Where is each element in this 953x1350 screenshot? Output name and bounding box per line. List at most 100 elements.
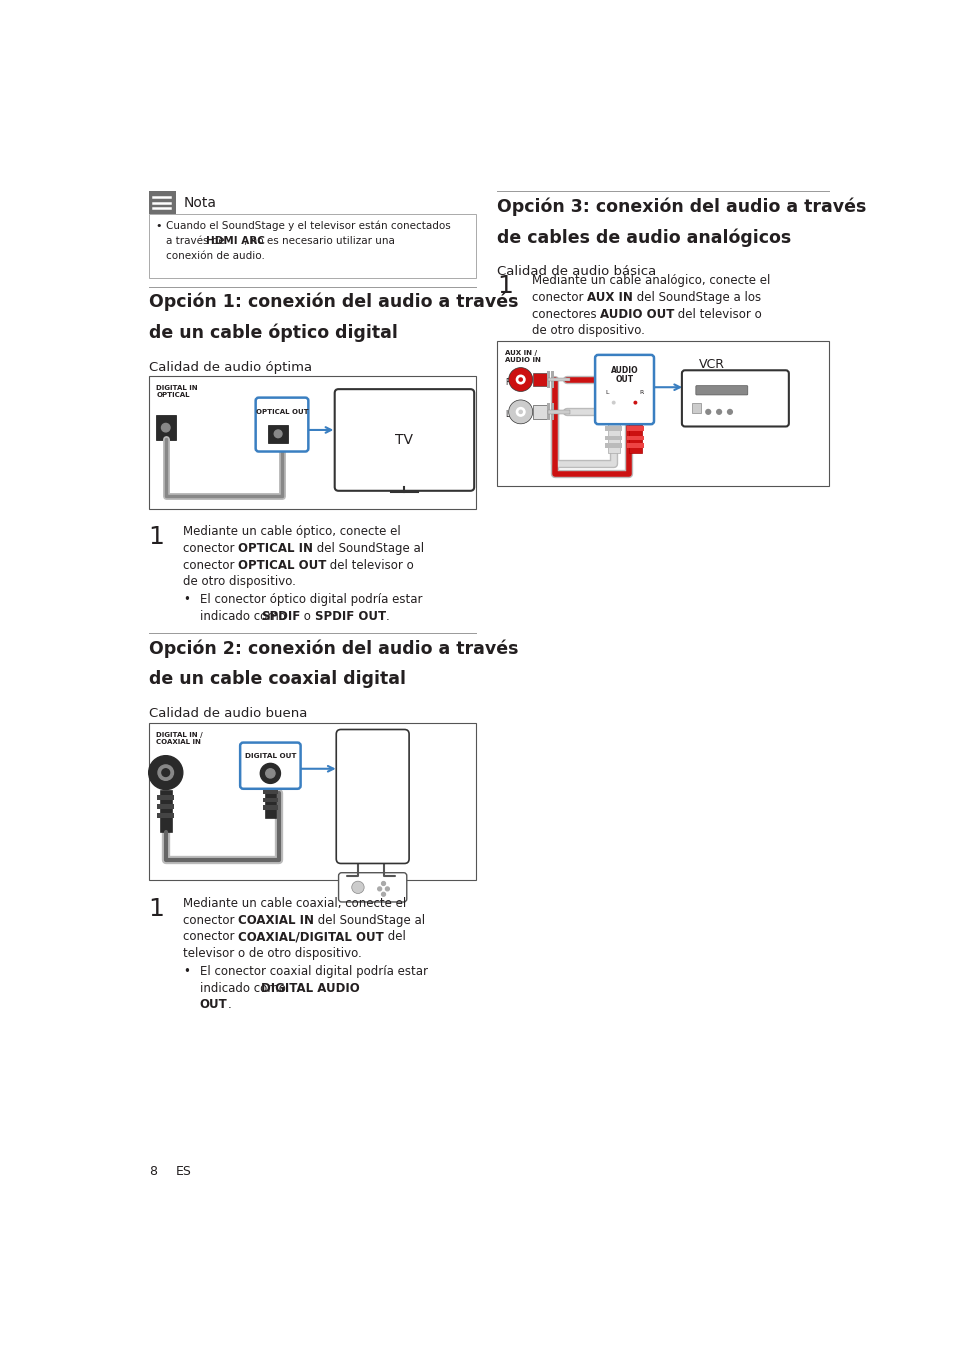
Circle shape — [149, 756, 183, 790]
Circle shape — [381, 892, 385, 896]
Text: del: del — [383, 930, 405, 944]
Circle shape — [266, 768, 274, 778]
Text: DIGITAL IN
OPTICAL: DIGITAL IN OPTICAL — [156, 385, 198, 398]
Text: de otro dispositivo.: de otro dispositivo. — [183, 575, 295, 589]
Text: 8: 8 — [149, 1165, 156, 1179]
Text: AUDIO OUT: AUDIO OUT — [599, 308, 674, 320]
Text: VCR: VCR — [699, 358, 724, 371]
FancyBboxPatch shape — [149, 722, 476, 880]
Text: Opción 1: conexión del audio a través: Opción 1: conexión del audio a través — [149, 293, 517, 312]
Text: de otro dispositivo.: de otro dispositivo. — [531, 324, 643, 338]
Circle shape — [517, 409, 522, 414]
FancyBboxPatch shape — [335, 729, 409, 864]
FancyBboxPatch shape — [335, 389, 474, 491]
Text: de cables de audio analógicos: de cables de audio analógicos — [497, 228, 791, 247]
FancyBboxPatch shape — [604, 436, 621, 440]
Text: TV: TV — [395, 433, 413, 447]
Text: conector: conector — [183, 930, 238, 944]
FancyBboxPatch shape — [546, 404, 549, 420]
Text: Opción 3: conexión del audio a través: Opción 3: conexión del audio a través — [497, 197, 866, 216]
Text: Calidad de audio básica: Calidad de audio básica — [497, 265, 656, 278]
Text: 1: 1 — [149, 525, 165, 549]
Text: L: L — [604, 390, 608, 396]
Circle shape — [162, 768, 170, 776]
FancyBboxPatch shape — [268, 424, 288, 443]
Circle shape — [377, 887, 381, 891]
Text: SPDIF OUT: SPDIF OUT — [314, 610, 386, 622]
Text: Nota: Nota — [183, 196, 216, 209]
Text: OUT: OUT — [199, 999, 228, 1011]
Text: •: • — [154, 220, 161, 231]
Text: HDMI ARC: HDMI ARC — [206, 235, 265, 246]
FancyBboxPatch shape — [157, 805, 174, 809]
Circle shape — [603, 393, 623, 413]
FancyBboxPatch shape — [626, 427, 643, 431]
FancyBboxPatch shape — [265, 786, 275, 818]
FancyBboxPatch shape — [240, 743, 300, 788]
Text: conector: conector — [531, 292, 586, 304]
FancyBboxPatch shape — [255, 398, 308, 451]
Text: del SoundStage al: del SoundStage al — [314, 914, 425, 927]
FancyBboxPatch shape — [149, 377, 476, 509]
Text: del SoundStage al: del SoundStage al — [313, 541, 424, 555]
Text: .: . — [386, 610, 390, 622]
FancyBboxPatch shape — [595, 355, 654, 424]
Circle shape — [516, 374, 525, 385]
Text: OPTICAL OUT: OPTICAL OUT — [238, 559, 326, 571]
Text: 1: 1 — [149, 898, 165, 921]
Text: AUDIO
OUT: AUDIO OUT — [610, 366, 638, 385]
Text: conector: conector — [183, 541, 238, 555]
Text: •: • — [183, 593, 190, 606]
FancyBboxPatch shape — [157, 795, 174, 799]
Text: ES: ES — [175, 1165, 192, 1179]
Text: DIGITAL AUDIO: DIGITAL AUDIO — [261, 981, 359, 995]
Text: conexión de audio.: conexión de audio. — [166, 251, 264, 261]
Circle shape — [274, 429, 282, 437]
Circle shape — [633, 401, 637, 405]
FancyBboxPatch shape — [695, 386, 747, 396]
Text: indicado como: indicado como — [199, 981, 289, 995]
Text: AUX IN /
AUDIO IN: AUX IN / AUDIO IN — [505, 350, 540, 363]
Text: R: R — [505, 378, 510, 387]
FancyBboxPatch shape — [155, 416, 175, 440]
FancyBboxPatch shape — [607, 421, 619, 454]
Text: R: R — [639, 390, 643, 396]
FancyBboxPatch shape — [681, 370, 788, 427]
Text: DIGITAL OUT: DIGITAL OUT — [244, 753, 295, 759]
Circle shape — [609, 398, 618, 406]
Text: SPDIF: SPDIF — [261, 610, 300, 622]
Circle shape — [517, 377, 522, 382]
Circle shape — [508, 400, 532, 424]
FancyBboxPatch shape — [263, 790, 277, 794]
Text: •: • — [183, 965, 190, 979]
FancyBboxPatch shape — [497, 342, 828, 486]
Text: Calidad de audio buena: Calidad de audio buena — [149, 707, 307, 720]
Circle shape — [381, 882, 385, 886]
FancyBboxPatch shape — [548, 378, 569, 382]
Text: conector: conector — [183, 914, 238, 927]
Circle shape — [158, 765, 173, 780]
Circle shape — [611, 401, 615, 405]
Circle shape — [260, 763, 280, 783]
Text: del televisor o: del televisor o — [326, 559, 414, 571]
Text: Mediante un cable coaxial, conecte el: Mediante un cable coaxial, conecte el — [183, 898, 406, 910]
FancyBboxPatch shape — [532, 405, 548, 418]
Text: L: L — [505, 410, 509, 420]
FancyBboxPatch shape — [626, 436, 643, 440]
Text: OPTICAL OUT: OPTICAL OUT — [255, 409, 308, 416]
Text: El conector coaxial digital podría estar: El conector coaxial digital podría estar — [199, 965, 427, 979]
Circle shape — [624, 393, 645, 413]
Circle shape — [726, 409, 732, 414]
Text: Opción 2: conexión del audio a través: Opción 2: conexión del audio a través — [149, 640, 517, 657]
Text: conectores: conectores — [531, 308, 599, 320]
Circle shape — [161, 424, 170, 432]
Text: o: o — [300, 610, 314, 622]
Circle shape — [508, 367, 532, 392]
Circle shape — [716, 409, 721, 414]
FancyBboxPatch shape — [604, 427, 621, 431]
Text: El conector óptico digital podría estar: El conector óptico digital podría estar — [199, 593, 422, 606]
Text: de un cable óptico digital: de un cable óptico digital — [149, 324, 397, 342]
Text: 1: 1 — [497, 274, 513, 298]
Text: , no es necesario utilizar una: , no es necesario utilizar una — [244, 235, 395, 246]
Text: COAXIAL IN: COAXIAL IN — [238, 914, 314, 927]
